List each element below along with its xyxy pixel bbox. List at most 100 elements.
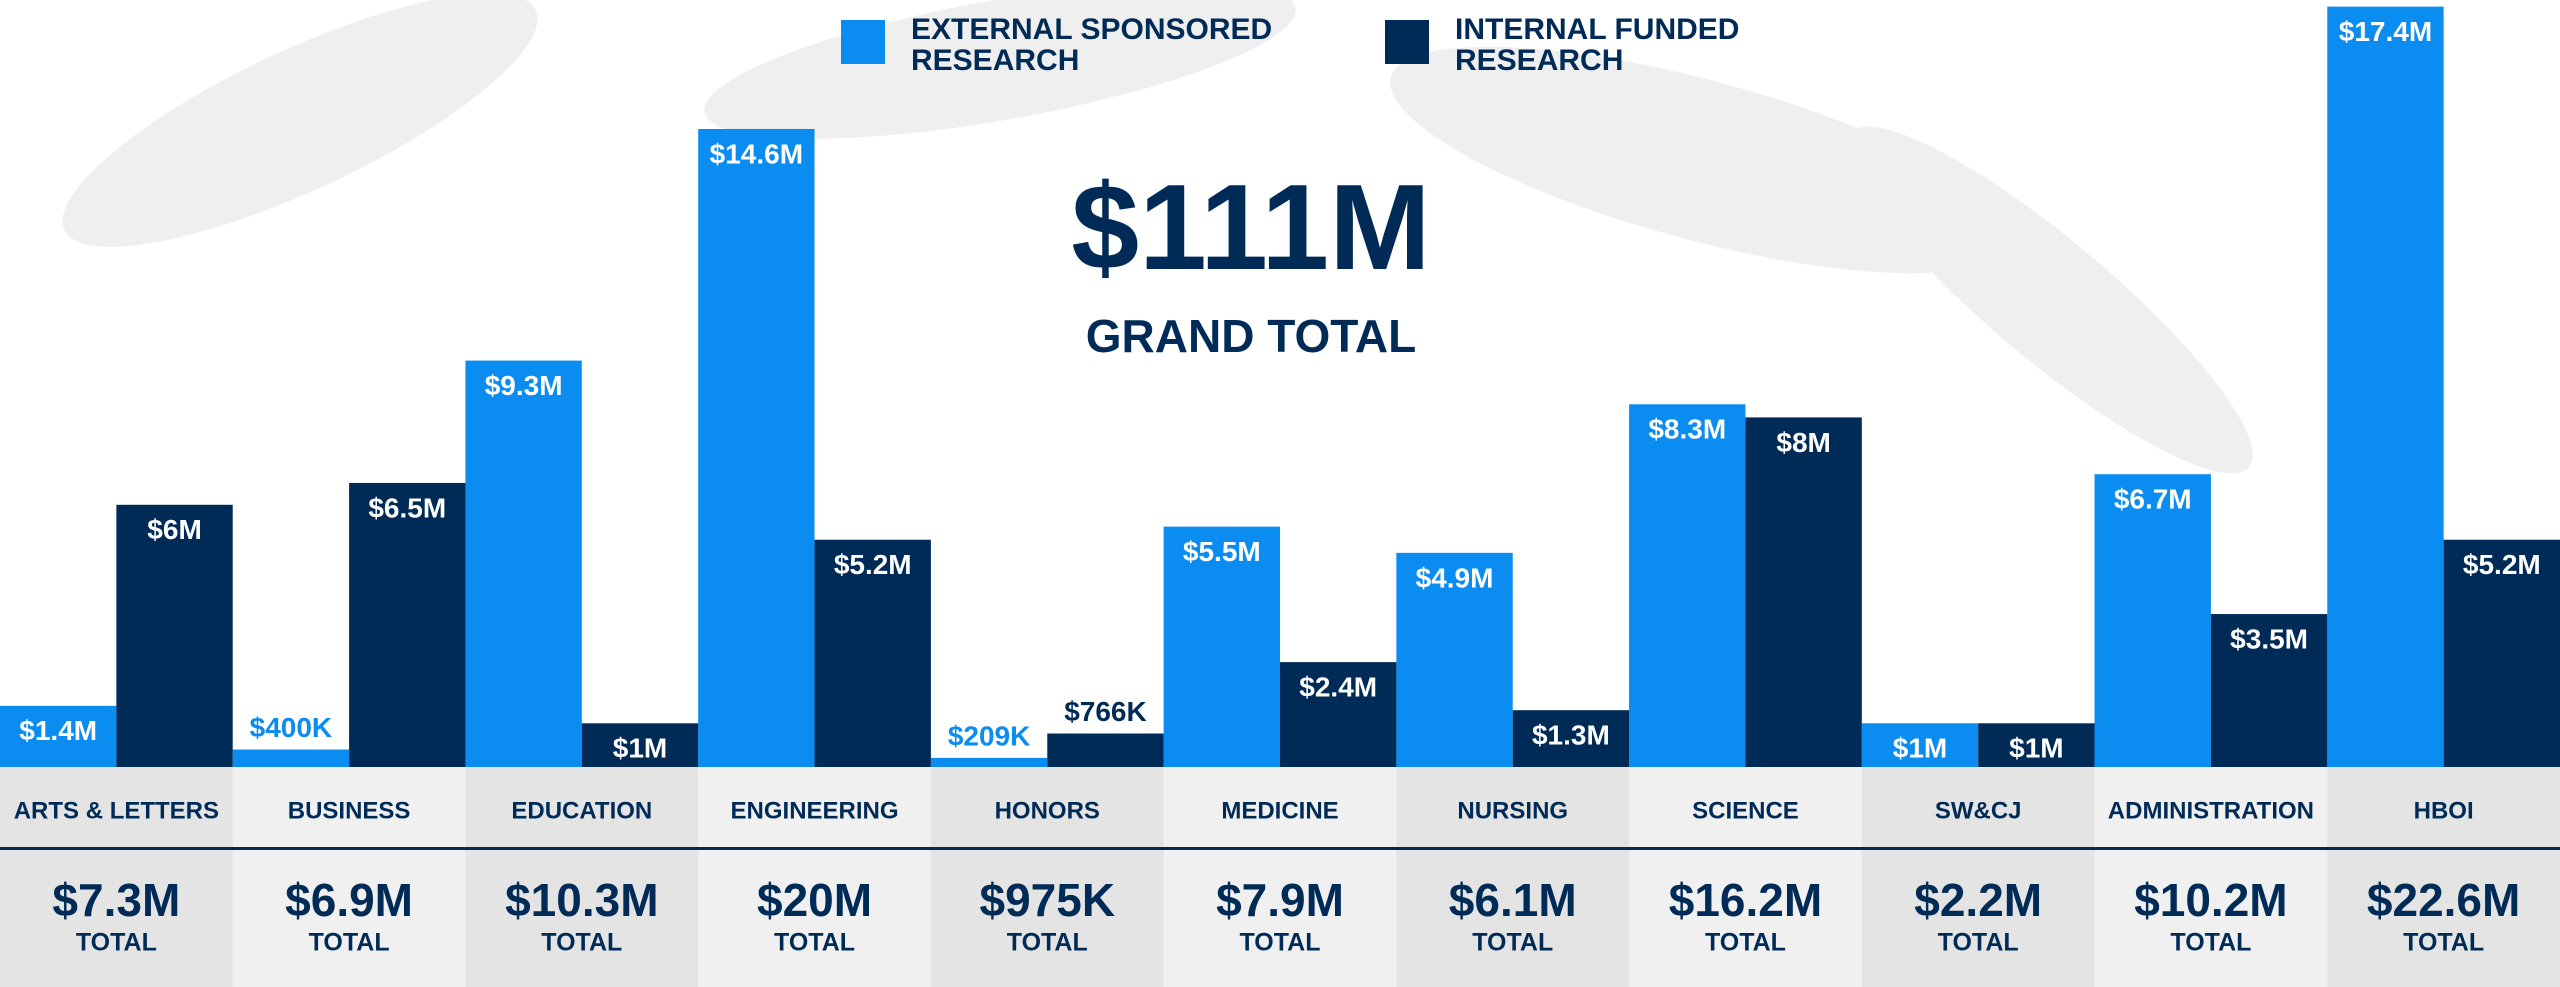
bar xyxy=(581,723,699,767)
category-cell xyxy=(2094,767,2328,849)
total-cell xyxy=(1629,849,1863,987)
bar-value-label: $4.9M xyxy=(1416,562,1494,593)
total-value: $7.3M xyxy=(52,874,180,926)
category-cell xyxy=(1163,767,1397,849)
bar-value-label: $6.7M xyxy=(2114,484,2192,515)
legend-swatch xyxy=(1385,20,1429,64)
bar xyxy=(0,705,117,767)
total-value: $975K xyxy=(979,874,1115,926)
bar xyxy=(232,749,350,767)
bar-value-label: $2.4M xyxy=(1299,672,1377,703)
bar-value-label: $9.3M xyxy=(485,370,563,401)
total-caption: TOTAL xyxy=(2403,929,2484,957)
bar-value-label: $17.4M xyxy=(2339,16,2432,47)
bar-value-label: $6M xyxy=(147,514,201,545)
total-caption: TOTAL xyxy=(1239,929,1320,957)
total-cell xyxy=(1861,849,2096,987)
total-value: $7.9M xyxy=(1216,874,1344,926)
bar xyxy=(116,504,233,767)
category-cell xyxy=(0,767,234,849)
bar xyxy=(1512,710,1630,767)
total-caption: TOTAL xyxy=(541,929,622,957)
total-caption: TOTAL xyxy=(309,929,390,957)
category-label: ARTS & LETTERS xyxy=(14,797,219,824)
category-label: MEDICINE xyxy=(1221,797,1338,824)
bar-value-label: $1M xyxy=(2009,733,2063,764)
bar xyxy=(1629,404,1746,767)
category-cell xyxy=(1861,767,2096,849)
total-cell xyxy=(232,849,466,987)
category-cell xyxy=(232,767,466,849)
bar xyxy=(1861,723,1979,767)
legend-swatch xyxy=(841,20,885,64)
total-caption: TOTAL xyxy=(2170,929,2251,957)
total-cell xyxy=(2327,849,2560,987)
bar-value-label: $766K xyxy=(1064,696,1147,727)
bar-value-label: $1M xyxy=(1893,733,1947,764)
total-caption: TOTAL xyxy=(1472,929,1553,957)
bar-value-label: $5.2M xyxy=(834,549,912,580)
category-cell xyxy=(2327,767,2560,849)
total-value: $6.1M xyxy=(1449,874,1577,926)
total-caption: TOTAL xyxy=(76,929,157,957)
legend-label: INTERNAL FUNDED RESEARCH xyxy=(1455,13,1739,77)
total-caption: TOTAL xyxy=(774,929,855,957)
category-cell xyxy=(1396,767,1630,849)
category-label: SW&CJ xyxy=(1935,797,2022,824)
total-value: $6.9M xyxy=(285,874,413,926)
bar-value-label: $209K xyxy=(948,720,1031,751)
bar xyxy=(1396,552,1513,767)
category-label: SCIENCE xyxy=(1692,797,1799,824)
total-value: $10.3M xyxy=(505,874,658,926)
grand-total: $111M xyxy=(1071,159,1431,295)
total-value: $16.2M xyxy=(1669,874,1822,926)
bar xyxy=(1745,417,1862,767)
total-value: $2.2M xyxy=(1914,874,2042,926)
total-caption: TOTAL xyxy=(1938,929,2019,957)
bar xyxy=(814,539,931,767)
bar-value-label: $14.6M xyxy=(710,138,803,169)
bar-value-label: $6.5M xyxy=(368,492,446,523)
bar-value-label: $400K xyxy=(250,712,333,743)
bar xyxy=(2327,6,2444,768)
bar-value-label: $1M xyxy=(613,733,667,764)
total-cell xyxy=(0,849,234,987)
bar xyxy=(2210,614,2328,767)
bar xyxy=(2094,474,2211,767)
bar xyxy=(2443,539,2560,767)
total-cell xyxy=(2094,849,2328,987)
total-value: $10.2M xyxy=(2134,874,2287,926)
grand-total-caption: GRAND TOTAL xyxy=(1086,310,1417,362)
total-caption: TOTAL xyxy=(1705,929,1786,957)
category-label: HBOI xyxy=(2414,797,2474,824)
total-value: $22.6M xyxy=(2367,874,2520,926)
bar-value-label: $1.4M xyxy=(19,715,97,746)
legend-label: EXTERNAL SPONSORED RESEARCH xyxy=(911,13,1272,77)
bar xyxy=(1047,733,1164,767)
bar xyxy=(1163,526,1280,767)
bar xyxy=(349,482,466,767)
bar xyxy=(465,360,582,767)
category-label: ADMINISTRATION xyxy=(2108,797,2314,824)
category-label: EDUCATION xyxy=(511,797,652,824)
total-caption: TOTAL xyxy=(1007,929,1088,957)
total-cell xyxy=(1163,849,1397,987)
total-cell xyxy=(698,849,932,987)
bar-value-label: $5.5M xyxy=(1183,536,1261,567)
bar xyxy=(930,757,1048,767)
background-decoration xyxy=(62,0,2253,474)
bar-value-label: $8.3M xyxy=(1648,414,1726,445)
category-cell xyxy=(698,767,932,849)
category-label: HONORS xyxy=(995,797,1100,824)
bar-value-label: $3.5M xyxy=(2230,623,2308,654)
bar-value-label: $5.2M xyxy=(2463,549,2541,580)
category-cell xyxy=(1629,767,1863,849)
bar xyxy=(698,128,815,768)
total-cell xyxy=(930,849,1165,987)
total-cell xyxy=(1396,849,1630,987)
category-label: ENGINEERING xyxy=(731,797,899,824)
category-label: NURSING xyxy=(1457,797,1568,824)
total-cell xyxy=(465,849,699,987)
total-value: $20M xyxy=(757,874,872,926)
